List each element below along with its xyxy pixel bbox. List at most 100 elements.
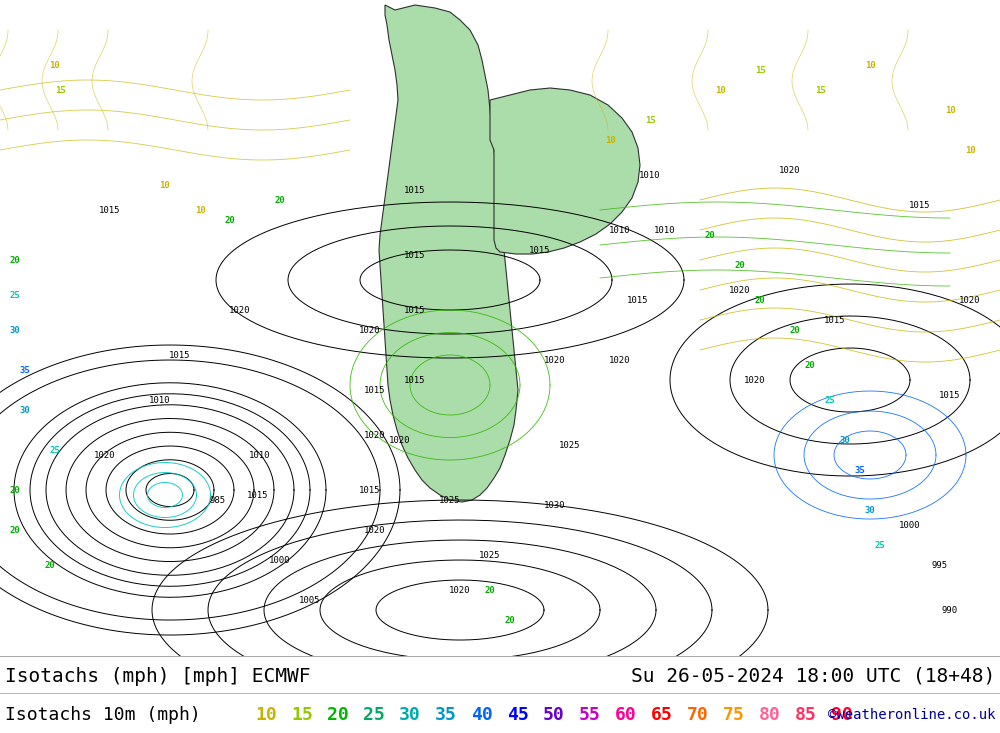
Text: 85: 85 xyxy=(795,706,817,724)
Text: 1025: 1025 xyxy=(439,496,461,504)
Text: 1020: 1020 xyxy=(364,430,386,440)
Text: ©weatheronline.co.uk: ©weatheronline.co.uk xyxy=(828,708,995,722)
Text: Isotachs (mph) [mph] ECMWF: Isotachs (mph) [mph] ECMWF xyxy=(5,666,310,685)
Text: 60: 60 xyxy=(615,706,637,724)
Text: 1010: 1010 xyxy=(654,226,676,235)
Text: 1015: 1015 xyxy=(529,246,551,254)
Text: 35: 35 xyxy=(855,465,865,474)
Text: 1005: 1005 xyxy=(299,595,321,605)
Text: 30: 30 xyxy=(840,435,850,444)
Text: 1010: 1010 xyxy=(149,396,171,405)
Text: 15: 15 xyxy=(55,86,65,95)
Text: 20: 20 xyxy=(755,295,765,304)
Polygon shape xyxy=(490,88,640,254)
Text: 10: 10 xyxy=(965,146,975,155)
Text: 30: 30 xyxy=(865,506,875,515)
Text: 10: 10 xyxy=(255,706,277,724)
Text: 15: 15 xyxy=(645,116,655,125)
Text: 1030: 1030 xyxy=(544,501,566,509)
Text: 20: 20 xyxy=(45,561,55,570)
Text: 90: 90 xyxy=(831,706,853,724)
Text: 20: 20 xyxy=(485,586,495,594)
Text: 25: 25 xyxy=(825,396,835,405)
Text: 15: 15 xyxy=(755,65,765,75)
Text: 20: 20 xyxy=(327,706,349,724)
Text: 20: 20 xyxy=(805,361,815,369)
Text: 1015: 1015 xyxy=(404,375,426,385)
Text: 1020: 1020 xyxy=(94,451,116,460)
Text: 10: 10 xyxy=(945,106,955,114)
Text: 65: 65 xyxy=(651,706,673,724)
Text: 1020: 1020 xyxy=(609,356,631,364)
Text: 1015: 1015 xyxy=(909,201,931,210)
Text: 25: 25 xyxy=(10,290,20,300)
Text: 1015: 1015 xyxy=(169,350,191,359)
Text: 1000: 1000 xyxy=(899,520,921,529)
Text: 50: 50 xyxy=(543,706,565,724)
Text: 20: 20 xyxy=(705,230,715,240)
Text: 1015: 1015 xyxy=(627,295,649,304)
Text: 10: 10 xyxy=(865,61,875,70)
Text: 1015: 1015 xyxy=(359,485,381,495)
Text: 1015: 1015 xyxy=(364,386,386,394)
Text: 10: 10 xyxy=(605,136,615,144)
Text: 1015: 1015 xyxy=(404,251,426,259)
Text: 30: 30 xyxy=(10,325,20,334)
Text: 10: 10 xyxy=(715,86,725,95)
Text: 1015: 1015 xyxy=(939,391,961,399)
Text: 20: 20 xyxy=(275,196,285,205)
Text: 20: 20 xyxy=(10,526,20,534)
Text: 15: 15 xyxy=(815,86,825,95)
Polygon shape xyxy=(379,5,518,502)
Text: 40: 40 xyxy=(471,706,493,724)
Text: 55: 55 xyxy=(579,706,601,724)
Text: Isotachs 10m (mph): Isotachs 10m (mph) xyxy=(5,706,201,724)
Text: 20: 20 xyxy=(10,256,20,265)
Text: 80: 80 xyxy=(759,706,781,724)
Text: 1020: 1020 xyxy=(744,375,766,385)
Text: 30: 30 xyxy=(20,405,30,415)
Text: 70: 70 xyxy=(687,706,709,724)
Text: 75: 75 xyxy=(723,706,745,724)
Text: 1020: 1020 xyxy=(229,306,251,314)
Text: 10: 10 xyxy=(160,180,170,190)
Text: 1020: 1020 xyxy=(959,295,981,304)
Text: 995: 995 xyxy=(932,561,948,570)
Text: 10: 10 xyxy=(50,61,60,70)
Text: 985: 985 xyxy=(210,496,226,504)
Text: 1015: 1015 xyxy=(404,185,426,194)
Text: 30: 30 xyxy=(399,706,421,724)
Text: 25: 25 xyxy=(50,446,60,454)
Text: 1020: 1020 xyxy=(364,526,386,534)
Text: 1020: 1020 xyxy=(779,166,801,174)
Text: 1020: 1020 xyxy=(544,356,566,364)
Text: 1020: 1020 xyxy=(359,325,381,334)
Text: 25: 25 xyxy=(875,540,885,550)
Text: 15: 15 xyxy=(291,706,313,724)
Text: 1020: 1020 xyxy=(449,586,471,594)
Text: 1015: 1015 xyxy=(99,205,121,215)
Text: 1000: 1000 xyxy=(269,556,291,564)
Text: 20: 20 xyxy=(735,260,745,270)
Text: 25: 25 xyxy=(363,706,385,724)
Text: 1010: 1010 xyxy=(249,451,271,460)
Text: 35: 35 xyxy=(435,706,457,724)
Text: Su 26-05-2024 18:00 UTC (18+48): Su 26-05-2024 18:00 UTC (18+48) xyxy=(631,666,995,685)
Text: 20: 20 xyxy=(10,485,20,495)
Text: 1025: 1025 xyxy=(479,550,501,559)
Text: 1015: 1015 xyxy=(404,306,426,314)
Text: 10: 10 xyxy=(195,205,205,215)
Text: 45: 45 xyxy=(507,706,529,724)
Text: 1010: 1010 xyxy=(609,226,631,235)
Text: 1025: 1025 xyxy=(559,441,581,449)
Text: 1010: 1010 xyxy=(639,171,661,180)
Text: 20: 20 xyxy=(225,216,235,224)
Text: 20: 20 xyxy=(505,616,515,625)
Text: 1015: 1015 xyxy=(824,315,846,325)
Text: 35: 35 xyxy=(20,366,30,375)
Text: 1020: 1020 xyxy=(729,286,751,295)
Text: 990: 990 xyxy=(942,605,958,614)
Text: 1020: 1020 xyxy=(389,435,411,444)
Text: 20: 20 xyxy=(790,325,800,334)
Text: 1015: 1015 xyxy=(247,490,269,499)
